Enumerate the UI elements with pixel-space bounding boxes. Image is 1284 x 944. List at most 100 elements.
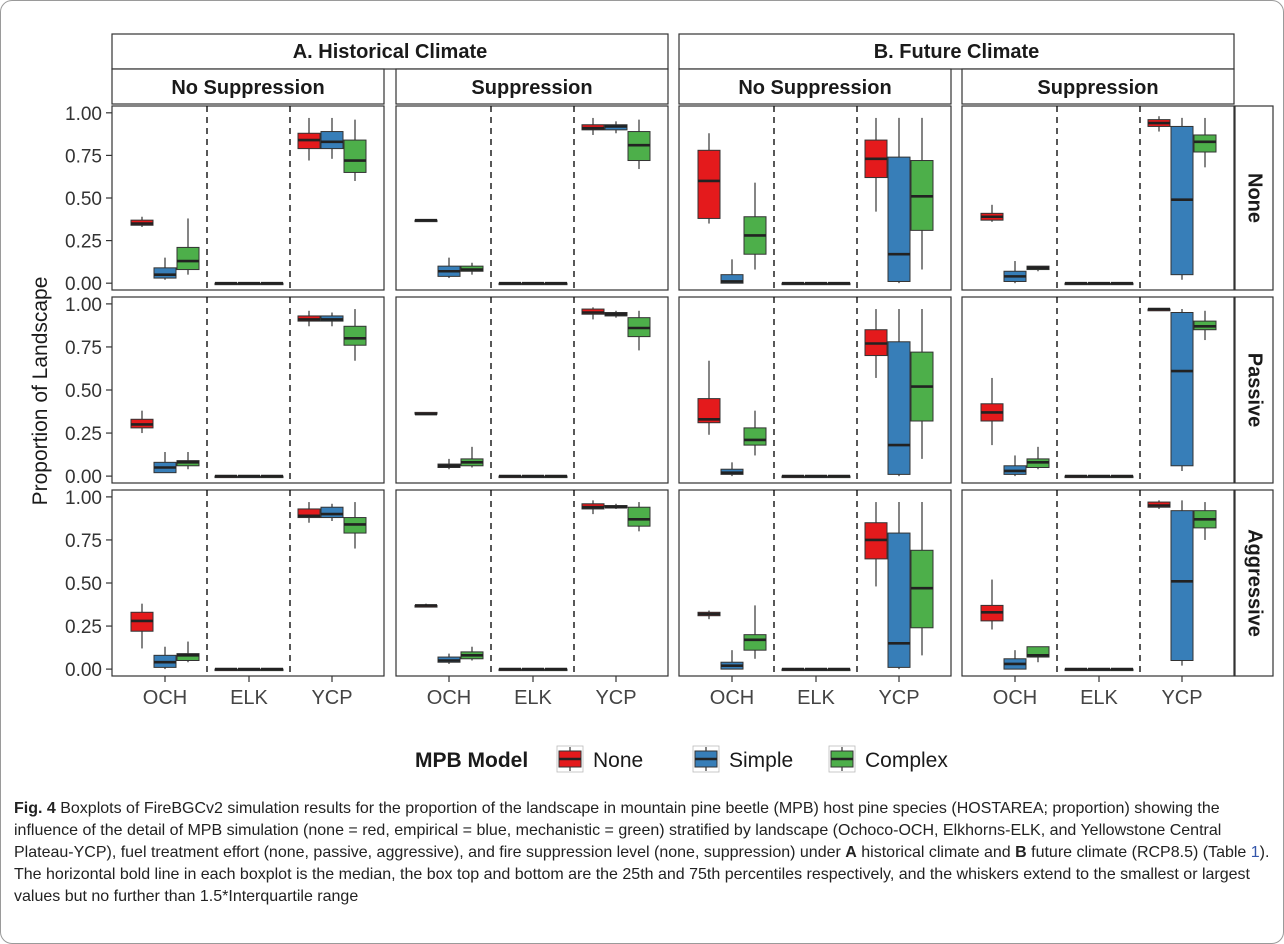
suppression-strip-label: No Suppression bbox=[738, 77, 891, 99]
suppression-strip bbox=[111, 68, 385, 105]
box-complex bbox=[910, 502, 934, 656]
box-complex bbox=[176, 452, 200, 470]
box-none bbox=[214, 474, 238, 479]
box-simple bbox=[237, 281, 261, 286]
box-none bbox=[414, 411, 438, 416]
box-simple bbox=[437, 653, 461, 664]
box-complex bbox=[460, 646, 484, 661]
x-tick-label: ELK bbox=[514, 687, 552, 709]
box-iqr bbox=[720, 274, 744, 284]
box-none bbox=[864, 502, 888, 587]
box-simple bbox=[804, 667, 828, 672]
box-none bbox=[781, 667, 805, 672]
panel bbox=[111, 489, 385, 677]
box-complex bbox=[1110, 281, 1134, 286]
y-tick-label: 0.75 bbox=[65, 146, 102, 167]
caption-text-1: Boxplots of FireBGCv2 simulation results… bbox=[14, 800, 1222, 861]
box-simple bbox=[521, 474, 545, 479]
box-complex bbox=[827, 667, 851, 672]
box-complex bbox=[910, 117, 934, 270]
suppression-strip-label: Suppression bbox=[471, 77, 592, 99]
caption-text-2: historical climate and bbox=[856, 844, 1016, 861]
x-tick-label: OCH bbox=[427, 687, 471, 709]
box-complex bbox=[260, 281, 284, 286]
box-none bbox=[980, 204, 1004, 222]
box-simple bbox=[804, 281, 828, 286]
y-tick-label: 0.25 bbox=[65, 424, 102, 445]
box-simple bbox=[720, 259, 744, 284]
y-tick-label: 1.00 bbox=[65, 104, 102, 125]
box-complex bbox=[1026, 646, 1050, 663]
legend-label: Complex bbox=[865, 749, 948, 772]
table-link[interactable]: 1 bbox=[1250, 844, 1260, 861]
box-iqr bbox=[1193, 134, 1217, 153]
box-none bbox=[1147, 116, 1171, 132]
box-complex bbox=[460, 446, 484, 468]
box-complex bbox=[544, 281, 568, 286]
box-none bbox=[414, 603, 438, 608]
box-none bbox=[697, 360, 721, 435]
box-iqr bbox=[320, 506, 344, 519]
fuel-strip bbox=[1234, 296, 1274, 484]
y-tick-label: 0.00 bbox=[65, 660, 102, 681]
box-simple bbox=[320, 312, 344, 327]
fuel-strip-label: Aggressive bbox=[1244, 529, 1266, 637]
y-tick-label: 0.50 bbox=[65, 381, 102, 402]
box-none bbox=[781, 474, 805, 479]
legend-label: None bbox=[593, 749, 643, 772]
box-complex bbox=[544, 667, 568, 672]
box-simple bbox=[153, 257, 177, 280]
box-simple bbox=[1003, 455, 1027, 477]
x-tick-label: YCP bbox=[595, 687, 636, 709]
y-tick-label: 1.00 bbox=[65, 295, 102, 316]
box-complex bbox=[260, 474, 284, 479]
box-simple bbox=[521, 667, 545, 672]
climate-strip bbox=[678, 33, 1235, 70]
box-complex bbox=[176, 641, 200, 663]
box-simple bbox=[521, 281, 545, 286]
caption-bold-b: B bbox=[1015, 844, 1027, 861]
box-simple bbox=[1003, 261, 1027, 284]
box-complex bbox=[910, 309, 934, 459]
box-complex bbox=[1193, 310, 1217, 341]
suppression-strip-label: Suppression bbox=[1037, 77, 1158, 99]
box-none bbox=[1147, 500, 1171, 509]
box-none bbox=[864, 309, 888, 378]
y-tick-label: 1.00 bbox=[65, 488, 102, 509]
box-complex bbox=[1026, 446, 1050, 470]
box-none bbox=[130, 410, 154, 434]
box-iqr bbox=[343, 325, 367, 346]
box-iqr bbox=[320, 131, 344, 150]
panel bbox=[395, 105, 669, 291]
box-none bbox=[581, 307, 605, 320]
suppression-strip bbox=[961, 68, 1235, 105]
box-simple bbox=[1087, 281, 1111, 286]
box-simple bbox=[887, 117, 911, 284]
box-iqr bbox=[343, 139, 367, 173]
box-none bbox=[980, 579, 1004, 630]
box-simple bbox=[887, 309, 911, 477]
box-none bbox=[214, 667, 238, 672]
box-iqr bbox=[743, 427, 767, 446]
box-simple bbox=[720, 650, 744, 670]
x-tick-label: ELK bbox=[230, 687, 268, 709]
box-complex bbox=[827, 281, 851, 286]
x-tick-label: OCH bbox=[710, 687, 754, 709]
fuel-strip-label: None bbox=[1244, 173, 1266, 223]
box-iqr bbox=[1026, 646, 1050, 658]
box-simple bbox=[720, 462, 744, 477]
y-axis-title: Proportion of Landscape bbox=[29, 277, 52, 506]
box-complex bbox=[260, 667, 284, 672]
box-simple bbox=[237, 667, 261, 672]
box-complex bbox=[460, 262, 484, 275]
box-iqr bbox=[627, 506, 651, 527]
x-tick-label: YCP bbox=[878, 687, 919, 709]
box-none bbox=[297, 502, 321, 523]
y-tick-label: 0.25 bbox=[65, 232, 102, 253]
box-none bbox=[864, 117, 888, 212]
box-none bbox=[498, 667, 522, 672]
box-complex bbox=[1110, 667, 1134, 672]
y-tick-label: 0.50 bbox=[65, 574, 102, 595]
box-none bbox=[214, 281, 238, 286]
box-none bbox=[297, 310, 321, 327]
